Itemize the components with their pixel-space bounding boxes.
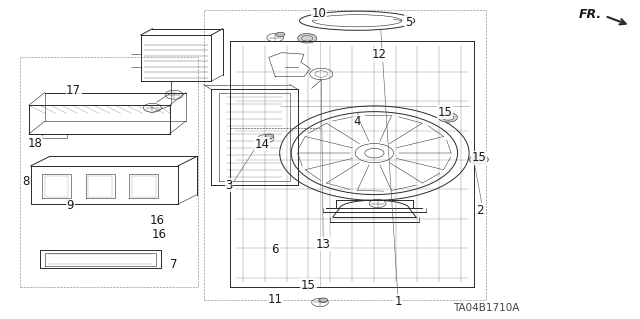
Text: 17: 17 (66, 85, 81, 97)
Text: 12: 12 (372, 48, 387, 61)
Text: 15: 15 (471, 152, 486, 164)
Circle shape (319, 298, 328, 302)
Circle shape (265, 134, 274, 138)
Text: 7: 7 (170, 258, 178, 271)
Circle shape (298, 33, 317, 43)
Text: 14: 14 (255, 138, 270, 151)
Text: 3: 3 (225, 179, 233, 191)
Text: 16: 16 (149, 214, 164, 227)
Text: FR.: FR. (579, 8, 602, 21)
Text: 8: 8 (22, 175, 29, 188)
Text: 1: 1 (394, 295, 402, 308)
Text: 18: 18 (28, 137, 43, 150)
Text: 16: 16 (151, 228, 166, 241)
Text: 6: 6 (271, 243, 279, 256)
Text: TA04B1710A: TA04B1710A (453, 303, 520, 313)
Circle shape (469, 155, 488, 164)
Text: 2: 2 (476, 204, 484, 217)
Circle shape (438, 113, 458, 122)
Text: 15: 15 (301, 279, 316, 292)
Text: 5: 5 (404, 16, 412, 29)
Circle shape (276, 32, 285, 37)
Text: 13: 13 (316, 238, 331, 250)
Text: 4: 4 (353, 115, 361, 128)
Text: 9: 9 (67, 199, 74, 212)
Text: 15: 15 (437, 106, 452, 119)
Text: 11: 11 (268, 293, 283, 306)
Text: 10: 10 (311, 7, 326, 20)
